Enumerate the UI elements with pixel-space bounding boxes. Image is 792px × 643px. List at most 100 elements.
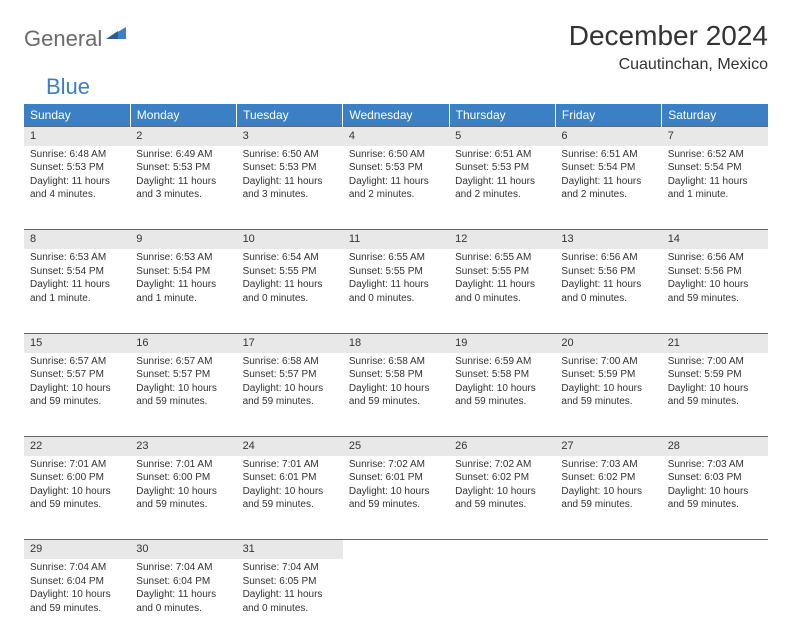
day-content-cell: Sunrise: 7:04 AMSunset: 6:04 PMDaylight:…	[130, 559, 236, 643]
daylight-text: Daylight: 11 hours and 2 minutes.	[455, 175, 549, 202]
sunrise-text: Sunrise: 7:01 AM	[30, 458, 124, 472]
day-number-cell: 8	[24, 230, 130, 249]
sunset-text: Sunset: 6:05 PM	[243, 575, 337, 589]
daynum-row: 22232425262728	[24, 437, 768, 456]
day-content-cell: Sunrise: 6:49 AMSunset: 5:53 PMDaylight:…	[130, 146, 236, 230]
daylight-text: Daylight: 10 hours and 59 minutes.	[455, 382, 549, 409]
sunset-text: Sunset: 5:54 PM	[668, 161, 762, 175]
day-content-cell: Sunrise: 7:01 AMSunset: 6:00 PMDaylight:…	[24, 456, 130, 540]
daylight-text: Daylight: 11 hours and 0 minutes.	[136, 588, 230, 615]
day-number-cell: 4	[343, 127, 449, 146]
sunset-text: Sunset: 6:01 PM	[349, 471, 443, 485]
day-number-cell: 21	[662, 333, 768, 352]
daylight-text: Daylight: 10 hours and 59 minutes.	[455, 485, 549, 512]
daylight-text: Daylight: 11 hours and 3 minutes.	[243, 175, 337, 202]
day-number-cell	[555, 540, 661, 559]
day-content-cell: Sunrise: 6:55 AMSunset: 5:55 PMDaylight:…	[449, 249, 555, 333]
content-row: Sunrise: 7:01 AMSunset: 6:00 PMDaylight:…	[24, 456, 768, 540]
day-number-cell: 13	[555, 230, 661, 249]
day-number-cell: 26	[449, 437, 555, 456]
daynum-row: 15161718192021	[24, 333, 768, 352]
location: Cuautinchan, Mexico	[569, 56, 768, 74]
sunrise-text: Sunrise: 7:04 AM	[243, 561, 337, 575]
day-content-cell: Sunrise: 7:03 AMSunset: 6:03 PMDaylight:…	[662, 456, 768, 540]
sunrise-text: Sunrise: 6:56 AM	[561, 251, 655, 265]
logo-triangle-icon	[106, 25, 126, 44]
daynum-row: 891011121314	[24, 230, 768, 249]
daylight-text: Daylight: 11 hours and 4 minutes.	[30, 175, 124, 202]
weekday-header: Tuesday	[237, 104, 343, 127]
day-content-cell: Sunrise: 6:53 AMSunset: 5:54 PMDaylight:…	[24, 249, 130, 333]
sunset-text: Sunset: 5:53 PM	[349, 161, 443, 175]
day-number-cell: 10	[237, 230, 343, 249]
sunset-text: Sunset: 5:56 PM	[561, 265, 655, 279]
sunset-text: Sunset: 6:02 PM	[455, 471, 549, 485]
daylight-text: Daylight: 10 hours and 59 minutes.	[349, 485, 443, 512]
day-content-cell: Sunrise: 6:55 AMSunset: 5:55 PMDaylight:…	[343, 249, 449, 333]
sunset-text: Sunset: 5:55 PM	[243, 265, 337, 279]
weekday-header-row: Sunday Monday Tuesday Wednesday Thursday…	[24, 104, 768, 127]
weekday-header: Thursday	[449, 104, 555, 127]
content-row: Sunrise: 6:48 AMSunset: 5:53 PMDaylight:…	[24, 146, 768, 230]
sunrise-text: Sunrise: 6:50 AM	[243, 148, 337, 162]
sunrise-text: Sunrise: 7:01 AM	[243, 458, 337, 472]
weekday-header: Saturday	[662, 104, 768, 127]
day-content-cell: Sunrise: 6:50 AMSunset: 5:53 PMDaylight:…	[343, 146, 449, 230]
sunrise-text: Sunrise: 6:49 AM	[136, 148, 230, 162]
daylight-text: Daylight: 11 hours and 1 minute.	[668, 175, 762, 202]
daylight-text: Daylight: 10 hours and 59 minutes.	[30, 485, 124, 512]
daylight-text: Daylight: 11 hours and 0 minutes.	[349, 278, 443, 305]
daylight-text: Daylight: 11 hours and 1 minute.	[136, 278, 230, 305]
day-content-cell: Sunrise: 7:01 AMSunset: 6:00 PMDaylight:…	[130, 456, 236, 540]
sunset-text: Sunset: 5:55 PM	[349, 265, 443, 279]
day-number-cell	[662, 540, 768, 559]
day-content-cell: Sunrise: 7:04 AMSunset: 6:04 PMDaylight:…	[24, 559, 130, 643]
month-title: December 2024	[569, 20, 768, 52]
daylight-text: Daylight: 11 hours and 2 minutes.	[349, 175, 443, 202]
sunrise-text: Sunrise: 7:02 AM	[349, 458, 443, 472]
daylight-text: Daylight: 11 hours and 2 minutes.	[561, 175, 655, 202]
daylight-text: Daylight: 10 hours and 59 minutes.	[668, 382, 762, 409]
day-content-cell	[449, 559, 555, 643]
daylight-text: Daylight: 10 hours and 59 minutes.	[30, 588, 124, 615]
day-content-cell: Sunrise: 7:00 AMSunset: 5:59 PMDaylight:…	[662, 353, 768, 437]
day-content-cell: Sunrise: 7:00 AMSunset: 5:59 PMDaylight:…	[555, 353, 661, 437]
daylight-text: Daylight: 10 hours and 59 minutes.	[243, 382, 337, 409]
day-content-cell: Sunrise: 7:04 AMSunset: 6:05 PMDaylight:…	[237, 559, 343, 643]
day-number-cell: 27	[555, 437, 661, 456]
sunset-text: Sunset: 5:59 PM	[668, 368, 762, 382]
weekday-header: Sunday	[24, 104, 130, 127]
sunrise-text: Sunrise: 6:48 AM	[30, 148, 124, 162]
sunrise-text: Sunrise: 6:54 AM	[243, 251, 337, 265]
sunrise-text: Sunrise: 7:00 AM	[561, 355, 655, 369]
day-number-cell: 2	[130, 127, 236, 146]
day-content-cell: Sunrise: 7:02 AMSunset: 6:02 PMDaylight:…	[449, 456, 555, 540]
day-content-cell: Sunrise: 6:53 AMSunset: 5:54 PMDaylight:…	[130, 249, 236, 333]
sunrise-text: Sunrise: 7:03 AM	[668, 458, 762, 472]
day-number-cell: 25	[343, 437, 449, 456]
day-content-cell	[343, 559, 449, 643]
day-content-cell: Sunrise: 6:58 AMSunset: 5:57 PMDaylight:…	[237, 353, 343, 437]
sunset-text: Sunset: 5:53 PM	[243, 161, 337, 175]
day-content-cell: Sunrise: 6:48 AMSunset: 5:53 PMDaylight:…	[24, 146, 130, 230]
day-content-cell: Sunrise: 7:01 AMSunset: 6:01 PMDaylight:…	[237, 456, 343, 540]
day-number-cell: 22	[24, 437, 130, 456]
logo-text-general: General	[24, 26, 102, 52]
sunrise-text: Sunrise: 6:53 AM	[136, 251, 230, 265]
daylight-text: Daylight: 10 hours and 59 minutes.	[668, 485, 762, 512]
sunset-text: Sunset: 5:57 PM	[243, 368, 337, 382]
day-content-cell: Sunrise: 6:50 AMSunset: 5:53 PMDaylight:…	[237, 146, 343, 230]
daylight-text: Daylight: 11 hours and 0 minutes.	[561, 278, 655, 305]
day-number-cell	[449, 540, 555, 559]
weekday-header: Friday	[555, 104, 661, 127]
sunrise-text: Sunrise: 6:58 AM	[243, 355, 337, 369]
day-content-cell: Sunrise: 6:51 AMSunset: 5:54 PMDaylight:…	[555, 146, 661, 230]
sunset-text: Sunset: 5:54 PM	[136, 265, 230, 279]
daynum-row: 293031	[24, 540, 768, 559]
calendar-table: Sunday Monday Tuesday Wednesday Thursday…	[24, 104, 768, 643]
day-number-cell: 29	[24, 540, 130, 559]
day-number-cell	[343, 540, 449, 559]
day-number-cell: 18	[343, 333, 449, 352]
day-content-cell	[555, 559, 661, 643]
sunrise-text: Sunrise: 6:52 AM	[668, 148, 762, 162]
